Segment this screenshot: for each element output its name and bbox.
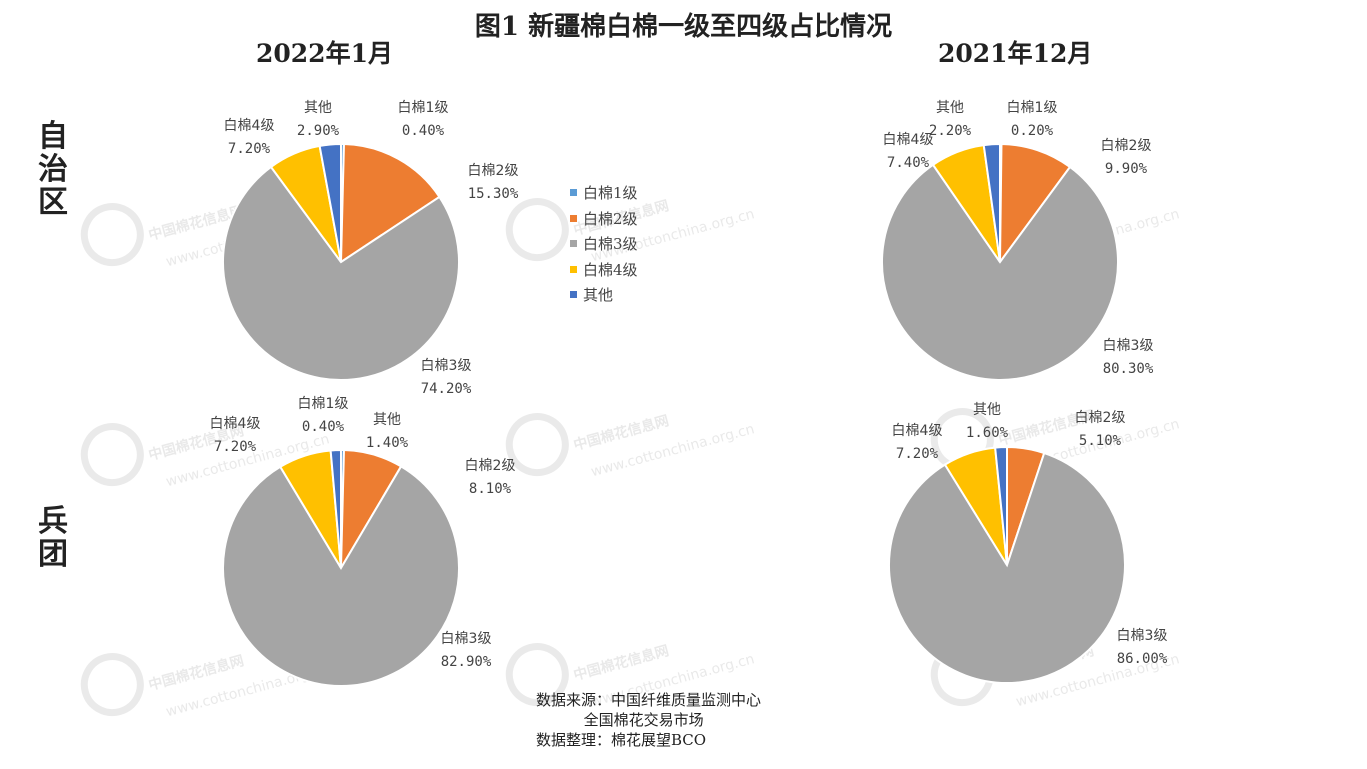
legend-swatch: [570, 240, 577, 248]
pie-slice: [318, 142, 342, 263]
legend-label: 其他: [583, 286, 614, 305]
slice-value-label: 1.40%: [366, 435, 409, 451]
row-title-autonomous-region: 自治区: [38, 119, 68, 220]
slice-category-label: 其他: [936, 100, 964, 116]
column-title-jan-2022: 2022年1月: [256, 39, 393, 68]
pie-slice: [998, 142, 1072, 266]
slice-value-label: 80.30%: [1103, 361, 1154, 377]
slice-value-label: 0.40%: [402, 123, 445, 139]
legend-item: 其他: [570, 282, 638, 308]
slice-category-label: 其他: [304, 100, 332, 116]
slice-value-label: 15.30%: [468, 186, 519, 202]
legend-swatch: [570, 265, 577, 273]
slice-value-label: 74.20%: [421, 381, 472, 397]
slice-value-label: 2.20%: [929, 123, 972, 139]
legend-label: 白棉2级: [583, 209, 638, 228]
source-line: 全国棉花交易市场: [536, 711, 704, 729]
slice-value-label: 82.90%: [441, 654, 492, 670]
slice-value-label: 0.20%: [1011, 123, 1054, 139]
slice-category-label: 其他: [973, 402, 1001, 418]
pie-chart: 白棉1级 0.40% 白棉2级 8.10% 白棉3级 82.90% 白棉4级 7.20% 其他 1…: [210, 395, 516, 687]
legend-swatch: [570, 214, 577, 222]
slice-value-label: 7.20%: [214, 439, 257, 455]
pie-slice: [222, 165, 460, 381]
legend-swatch: [570, 189, 577, 197]
slice-category-label: 白棉1级: [1007, 99, 1058, 116]
slice-category-label: 其他: [373, 412, 401, 428]
slice-category-label: 白棉2级: [1075, 409, 1126, 426]
slice-category-label: 白棉3级: [421, 357, 472, 374]
slice-category-label: 白棉3级: [1117, 627, 1168, 644]
source-line: 数据来源：中国纤维质量监测中心: [536, 691, 762, 709]
slice-value-label: 1.60%: [966, 425, 1009, 441]
source-line: 数据整理：棉花展望BCO: [536, 731, 707, 749]
legend-label: 白棉3级: [583, 235, 638, 254]
slice-value-label: 86.00%: [1117, 651, 1168, 667]
slice-value-label: 7.40%: [887, 155, 930, 171]
slice-category-label: 白棉3级: [1103, 337, 1154, 354]
pie-slice: [994, 445, 1008, 566]
pie-slice: [329, 448, 342, 569]
pie-slice: [982, 142, 1001, 263]
pie-slice: [888, 451, 1126, 685]
legend-item: 白棉3级: [570, 231, 638, 257]
slice-value-label: 7.20%: [896, 446, 939, 462]
data-source-note: 数据来源：中国纤维质量监测中心 全国棉花交易市场 数据整理：棉花展望BCO: [536, 690, 761, 750]
slice-value-label: 8.10%: [469, 481, 512, 497]
slice-value-label: 5.10%: [1079, 433, 1122, 449]
slice-category-label: 白棉4级: [883, 131, 934, 148]
legend-item: 白棉2级: [570, 206, 638, 232]
slice-value-label: 7.20%: [228, 141, 271, 157]
slice-category-label: 白棉1级: [298, 395, 349, 412]
slice-value-label: 0.40%: [302, 419, 345, 435]
slice-category-label: 白棉1级: [398, 99, 449, 116]
legend-swatch: [570, 291, 577, 299]
legend-label: 白棉1级: [583, 184, 638, 203]
pie-chart: 白棉1级 0.40% 白棉2级 15.30% 白棉3级 74.20% 白棉4级 7.20% 其他…: [222, 99, 519, 397]
pie-slice: [881, 163, 1119, 381]
legend-label: 白棉4级: [583, 260, 638, 279]
slice-category-label: 白棉4级: [892, 422, 943, 439]
legend: 白棉1级 白棉2级 白棉3级 白棉4级 其他: [570, 180, 638, 308]
column-title-dec-2021: 2021年12月: [938, 39, 1093, 68]
slice-category-label: 白棉2级: [1101, 137, 1152, 154]
pie-chart: 白棉1级 0.20% 白棉2级 9.90% 白棉3级 80.30% 白棉4级 7.40% 其他 2…: [881, 99, 1154, 381]
slice-category-label: 白棉3级: [441, 630, 492, 647]
slice-category-label: 白棉4级: [224, 117, 275, 134]
slice-category-label: 白棉4级: [210, 415, 261, 432]
legend-item: 白棉4级: [570, 257, 638, 283]
pie-slice: [222, 465, 460, 687]
legend-item: 白棉1级: [570, 180, 638, 206]
slice-value-label: 9.90%: [1105, 161, 1148, 177]
pie-slice: [339, 143, 441, 264]
pie-chart: 白棉2级 5.10% 白棉3级 86.00% 白棉4级 7.20% 其他 1.60%: [888, 402, 1168, 685]
slice-value-label: 2.90%: [297, 123, 340, 139]
slice-category-label: 白棉2级: [465, 457, 516, 474]
slice-category-label: 白棉2级: [468, 162, 519, 179]
chart-title: 图1 新疆棉白棉一级至四级占比情况: [474, 12, 893, 42]
row-title-corps: 兵团: [38, 504, 68, 572]
